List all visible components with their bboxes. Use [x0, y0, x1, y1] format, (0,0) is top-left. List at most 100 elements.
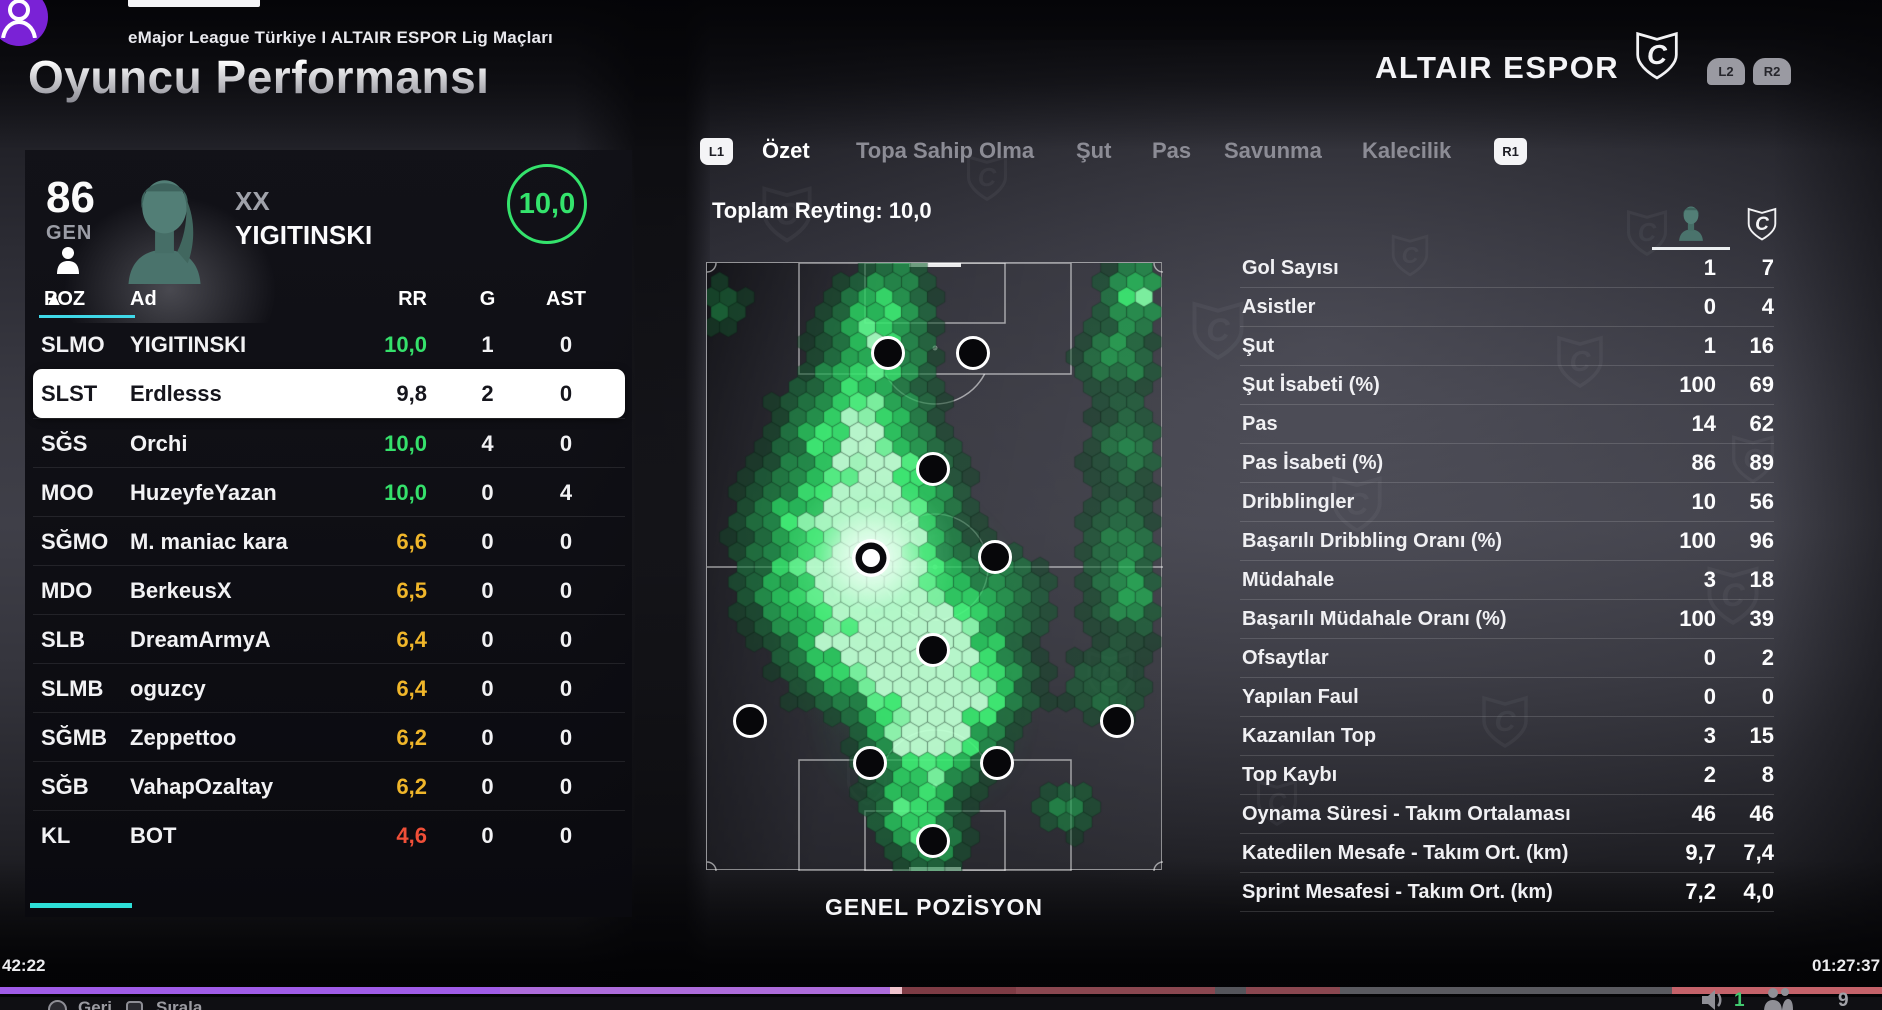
stat-team-value: 16 — [1749, 333, 1774, 358]
stat-label: Asistler — [1242, 296, 1316, 318]
stat-row: Sprint Mesafesi - Takım Ort. (km) 7,2 4,0 — [1240, 873, 1774, 912]
svg-text:C: C — [1647, 39, 1668, 70]
l1-bumper-hint: L1 — [700, 138, 733, 165]
stat-player-value: 3 — [1703, 723, 1716, 748]
stat-row: Başarılı Müdahale Oranı (%) 100 39 — [1240, 600, 1774, 639]
column-header-g[interactable]: G — [479, 288, 496, 310]
table-row[interactable]: SĞMB Zeppettoo 6,2 0 0 — [33, 712, 625, 761]
table-row[interactable]: SĞB VahapOzaltay 6,2 0 0 — [33, 761, 625, 810]
cell-rr: 6,2 — [396, 774, 427, 799]
player-position-dot[interactable] — [956, 336, 990, 370]
player-position-dot[interactable] — [733, 704, 767, 738]
stat-label: Katedilen Mesafe - Takım Ort. (km) — [1242, 842, 1569, 864]
player-position-dot[interactable] — [916, 633, 950, 667]
cell-ast: 0 — [559, 676, 573, 701]
cell-rr: 10,0 — [384, 480, 427, 505]
cell-ast: 0 — [559, 381, 573, 406]
cell-rr: 6,4 — [396, 627, 427, 652]
stat-player-value: 100 — [1679, 528, 1716, 553]
roster-table-header: POZ ▲ Ad RR G AST — [25, 282, 632, 316]
person-icon — [55, 246, 81, 279]
table-row[interactable]: SĞS Orchi 10,0 4 0 — [33, 418, 625, 467]
cell-rr: 9,8 — [396, 381, 427, 406]
cell-ad: BerkeusX — [130, 578, 232, 603]
stat-row: Başarılı Dribbling Oranı (%) 100 96 — [1240, 522, 1774, 561]
stat-player-value: 14 — [1691, 411, 1716, 436]
people-icon — [1762, 986, 1794, 1010]
cell-poz: MDO — [41, 578, 93, 603]
player-position-dot[interactable] — [978, 540, 1012, 574]
player-position-dot[interactable] — [853, 746, 887, 780]
column-header-rr[interactable]: RR — [398, 288, 427, 310]
scroll-indicator[interactable] — [30, 903, 132, 908]
tab-topa-sahip-olma[interactable]: Topa Sahip Olma — [856, 138, 1035, 163]
stat-team-value: 56 — [1749, 489, 1774, 514]
player-position-dot[interactable] — [1100, 704, 1134, 738]
elapsed-time: 42:22 — [2, 956, 46, 975]
stat-label: Yapılan Faul — [1242, 686, 1359, 708]
r1-bumper-hint: R1 — [1494, 138, 1527, 165]
table-row[interactable]: SLMO YIGITINSKI 10,0 1 0 — [33, 320, 625, 369]
player-position-dot[interactable] — [916, 452, 950, 486]
cell-ast: 0 — [559, 774, 573, 799]
speaker-icon[interactable] — [1700, 988, 1726, 1010]
cell-ast: 0 — [559, 823, 573, 848]
stat-row: Oynama Süresi - Takım Ortalaması 46 46 — [1240, 795, 1774, 834]
column-header-ad[interactable]: Ad — [130, 288, 157, 310]
progress-segment — [1016, 987, 1215, 994]
cell-poz: SLMB — [41, 676, 104, 701]
stat-label: Pas — [1242, 413, 1278, 435]
person-icon — [1, 0, 37, 38]
cell-ad: Orchi — [130, 431, 188, 456]
sort-hint-label[interactable]: Sırala — [156, 998, 203, 1010]
table-row[interactable]: SLB DreamArmyA 6,4 0 0 — [33, 614, 625, 663]
stat-label: Başarılı Müdahale Oranı (%) — [1242, 608, 1507, 630]
button-hint-bar — [0, 997, 1882, 1010]
player-position-dot[interactable] — [871, 336, 905, 370]
heatmap-canvas — [707, 263, 1163, 871]
back-hint-label[interactable]: Geri — [78, 998, 113, 1010]
cell-ast: 0 — [559, 627, 573, 652]
match-rating-value: 10,0 — [518, 187, 576, 220]
cell-ad: VahapOzaltay — [130, 774, 274, 799]
cell-g: 0 — [481, 823, 494, 848]
progress-segment — [890, 987, 902, 994]
player-position-dot[interactable] — [980, 746, 1014, 780]
stat-label: Sprint Mesafesi - Takım Ort. (km) — [1242, 881, 1553, 903]
streamer-avatar — [0, 0, 48, 46]
tab-savunma[interactable]: Savunma — [1224, 138, 1322, 163]
cell-ad: Erdlesss — [130, 381, 222, 406]
stat-player-value: 10 — [1691, 489, 1716, 514]
cell-rr: 6,5 — [396, 578, 427, 603]
player-position-dot[interactable] — [916, 824, 950, 858]
svg-text:C: C — [1755, 214, 1769, 235]
stat-player-value: 3 — [1703, 567, 1716, 592]
cell-rr: 6,4 — [396, 676, 427, 701]
stat-label: Şut İsabeti (%) — [1242, 374, 1380, 396]
table-row[interactable]: SLMB oguzcy 6,4 0 0 — [33, 663, 625, 712]
stat-team-value: 7,4 — [1743, 840, 1774, 865]
stat-label: Şut — [1242, 335, 1275, 357]
table-row[interactable]: SLST Erdlesss 9,8 2 0 — [33, 369, 625, 418]
progress-segment — [0, 987, 500, 994]
tab-şut[interactable]: Şut — [1076, 138, 1112, 163]
tab-kalecilik[interactable]: Kalecilik — [1362, 138, 1452, 163]
player-column-icon — [1674, 200, 1708, 247]
table-row[interactable]: MDO BerkeusX 6,5 0 0 — [33, 565, 625, 614]
cell-poz: MOO — [41, 480, 94, 505]
tab-pas[interactable]: Pas — [1152, 138, 1192, 163]
stat-row: Yapılan Faul 0 0 — [1240, 678, 1774, 717]
tab-özet[interactable]: Özet — [762, 138, 810, 163]
sort-ascending-icon: ▲ — [44, 288, 64, 310]
team-column-icon: C — [1746, 204, 1778, 247]
stat-player-value: 86 — [1691, 450, 1716, 475]
video-progress-bar[interactable] — [0, 987, 1882, 994]
table-row[interactable]: MOO HuzeyfeYazan 10,0 0 4 — [33, 467, 625, 516]
column-header-ast[interactable]: AST — [546, 288, 586, 310]
table-row[interactable]: SĞMO M. maniac kara 6,6 0 0 — [33, 516, 625, 565]
cell-rr: 6,6 — [396, 529, 427, 554]
stat-player-value: 0 — [1703, 684, 1716, 709]
table-row[interactable]: KL BOT 4,6 0 0 — [33, 810, 625, 859]
cell-ast: 0 — [559, 578, 573, 603]
